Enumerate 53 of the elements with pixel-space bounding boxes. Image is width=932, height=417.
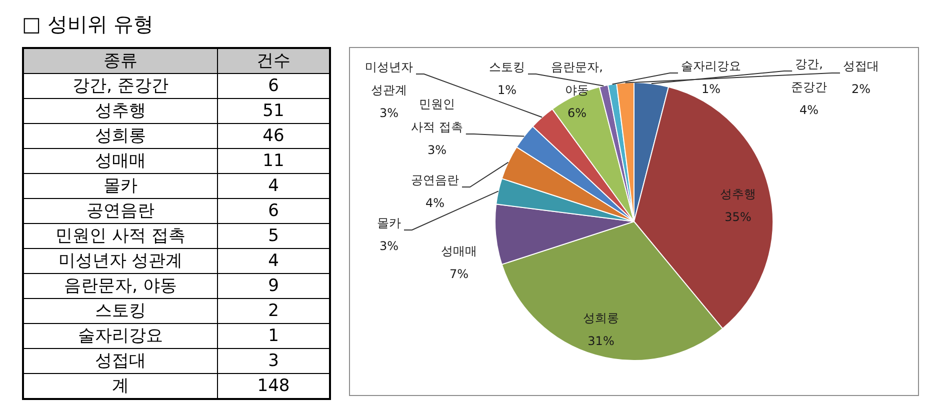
category-label: 성추행 [23,98,218,124]
data-label: 9 [218,274,330,298]
data-label: 46 [218,124,330,148]
slice-label: 강간, 준강간 [791,57,827,94]
slice-label: 성매매 [441,244,477,258]
data-label: 6 [218,74,330,98]
data-label: 3% [427,143,447,158]
category-label: 몰카 [23,174,218,198]
slice-label: 민원인 사적 접촉 [411,97,463,134]
slice-label: 미성년자 성관계 [365,60,413,98]
text: 계 [23,374,218,399]
slice-label: 술자리강요 [681,59,741,74]
data-label: 5 [218,224,330,248]
data-label: 31% [588,334,614,348]
slice-label: 공연음란 [411,173,459,188]
data-label: 6% [567,106,587,120]
text: 종류 [23,48,218,74]
data-label: 7% [449,267,469,282]
data-label: 4% [799,103,819,118]
data-label: 6 [218,198,330,224]
data-label: 3% [379,106,399,120]
data-label: 4% [425,196,445,210]
category-label: 강간, 준강간 [23,74,218,98]
category-label: 술자리강요 [23,324,218,348]
text: 148 [257,376,290,396]
data-label: 51 [218,98,330,124]
data-label: 3 [218,348,330,374]
data-label: 3% [379,239,399,254]
data-label: 1% [497,83,517,98]
data-label: 35% [724,210,752,224]
slice-label: 성추행 [720,187,756,202]
category-label: 음란문자, 야동 [23,274,218,298]
slice-label: 성희롱 [583,311,619,326]
data-label: 1% [701,82,721,96]
text: □ 성비위 유형 [22,11,155,38]
category-label: 성접대 [23,348,218,374]
data-label: 11 [218,148,330,174]
data-label: 1 [218,324,330,348]
category-label: 성희롱 [23,124,218,148]
slice-label: 음란문자, 야동 [551,60,603,98]
slice-label: 몰카 [377,216,401,230]
text: 건수 [218,48,330,74]
category-label: 성매매 [23,148,218,174]
slice-label: 성접대 [843,59,879,74]
data-label: 2 [218,298,330,324]
data-label: 2% [851,82,871,96]
data-label: 4 [218,174,330,198]
data-label: 4 [218,248,330,274]
category-label: 민원인 사적 접촉 [23,224,218,248]
category-label: 공연음란 [23,198,218,224]
category-label: 미성년자 성관계 [23,248,218,274]
category-label: 스토킹 [23,298,218,324]
slice-label: 스토킹 [489,60,525,74]
